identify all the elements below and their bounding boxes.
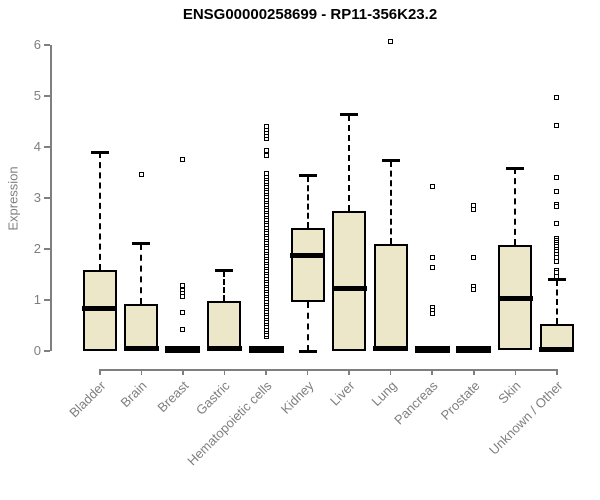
- outlier-point: [429, 265, 435, 271]
- outlier-point: [429, 254, 435, 260]
- x-axis-tick: [431, 369, 433, 375]
- box-liver: [332, 210, 367, 351]
- upper-whisker-cap: [381, 159, 400, 163]
- x-axis-tick: [556, 369, 558, 375]
- outlier-point: [180, 156, 186, 162]
- upper-whisker-cap: [506, 166, 525, 170]
- outlier-point: [263, 153, 269, 159]
- x-axis-line: [99, 369, 558, 371]
- outlier-point: [388, 38, 394, 44]
- y-axis-tick-label: 4: [33, 139, 41, 154]
- outlier-point: [263, 124, 269, 130]
- y-axis-tick: [44, 44, 50, 46]
- upper-whisker: [348, 114, 351, 211]
- y-axis-tick-label: 1: [33, 292, 41, 307]
- upper-whisker: [514, 168, 517, 245]
- outlier-point: [554, 258, 560, 264]
- x-axis-tick: [140, 369, 143, 375]
- outlier-point: [263, 171, 269, 177]
- x-axis-tick: [182, 369, 184, 375]
- outlier-point: [429, 183, 435, 189]
- outlier-point: [180, 294, 186, 300]
- median-line: [373, 345, 409, 351]
- y-axis-tick: [44, 350, 50, 352]
- median-line: [290, 253, 326, 259]
- outlier-point: [138, 172, 144, 178]
- outlier-point: [554, 188, 560, 194]
- y-axis-tick-label: 2: [33, 241, 41, 256]
- outlier-point: [554, 204, 560, 210]
- median-line: [123, 346, 159, 352]
- x-axis-tick: [389, 369, 392, 375]
- collapsed-box-hematopoietic-cells: [248, 345, 284, 353]
- outlier-point: [180, 309, 186, 315]
- lower-whisker: [306, 302, 309, 351]
- y-axis-tick: [44, 248, 50, 250]
- x-axis-tick: [473, 369, 475, 375]
- collapsed-box-breast: [165, 345, 201, 353]
- upper-whisker-cap: [132, 242, 151, 246]
- box-lung: [373, 243, 408, 351]
- x-axis-tick: [99, 369, 101, 375]
- median-line: [206, 346, 242, 352]
- median-line: [331, 286, 367, 292]
- y-axis-tick-label: 5: [33, 88, 41, 103]
- outlier-point: [471, 207, 477, 213]
- y-axis-tick: [44, 197, 50, 199]
- box-brain: [124, 303, 159, 351]
- outlier-point: [554, 221, 560, 226]
- outlier-point: [471, 287, 477, 293]
- outlier-point: [263, 148, 269, 154]
- upper-whisker: [306, 175, 309, 229]
- upper-whisker-cap: [340, 113, 359, 117]
- y-axis-tick-label: 3: [33, 190, 41, 205]
- y-axis-tick-label: 6: [33, 37, 41, 52]
- outlier-point: [180, 283, 186, 289]
- upper-whisker-cap: [547, 278, 566, 282]
- collapsed-box-prostate: [456, 345, 492, 353]
- upper-whisker: [140, 243, 143, 304]
- collapsed-box-pancreas: [414, 345, 450, 353]
- outlier-point: [429, 311, 435, 317]
- y-axis-line: [50, 45, 52, 351]
- chart-title: ENSG00000258699 - RP11-356K23.2: [182, 6, 438, 23]
- median-line: [539, 346, 575, 352]
- median-line: [497, 296, 533, 302]
- y-axis-tick-label: 0: [33, 343, 41, 358]
- outlier-point: [554, 175, 560, 181]
- outlier-point: [180, 326, 186, 332]
- y-axis-tick: [44, 146, 50, 148]
- box-gastric: [207, 300, 242, 351]
- x-axis-tick: [514, 369, 517, 375]
- outlier-point: [554, 95, 560, 101]
- median-line: [82, 306, 118, 312]
- upper-whisker-cap: [90, 150, 109, 154]
- x-axis-tick: [265, 369, 267, 375]
- outlier-point: [471, 254, 477, 260]
- upper-whisker-cap: [215, 269, 234, 273]
- upper-whisker: [555, 279, 558, 324]
- outlier-point: [554, 274, 560, 280]
- x-axis-tick: [223, 369, 226, 375]
- box-kidney: [290, 228, 325, 303]
- upper-whisker: [98, 152, 101, 271]
- y-axis-tick: [44, 299, 50, 301]
- y-axis-tick: [44, 95, 50, 97]
- upper-whisker-cap: [298, 174, 317, 178]
- upper-whisker: [223, 270, 226, 301]
- outlier-point: [554, 122, 560, 128]
- upper-whisker: [389, 160, 392, 244]
- x-axis-tick: [348, 369, 350, 375]
- x-axis-tick: [306, 369, 309, 375]
- lower-whisker-cap: [298, 349, 317, 353]
